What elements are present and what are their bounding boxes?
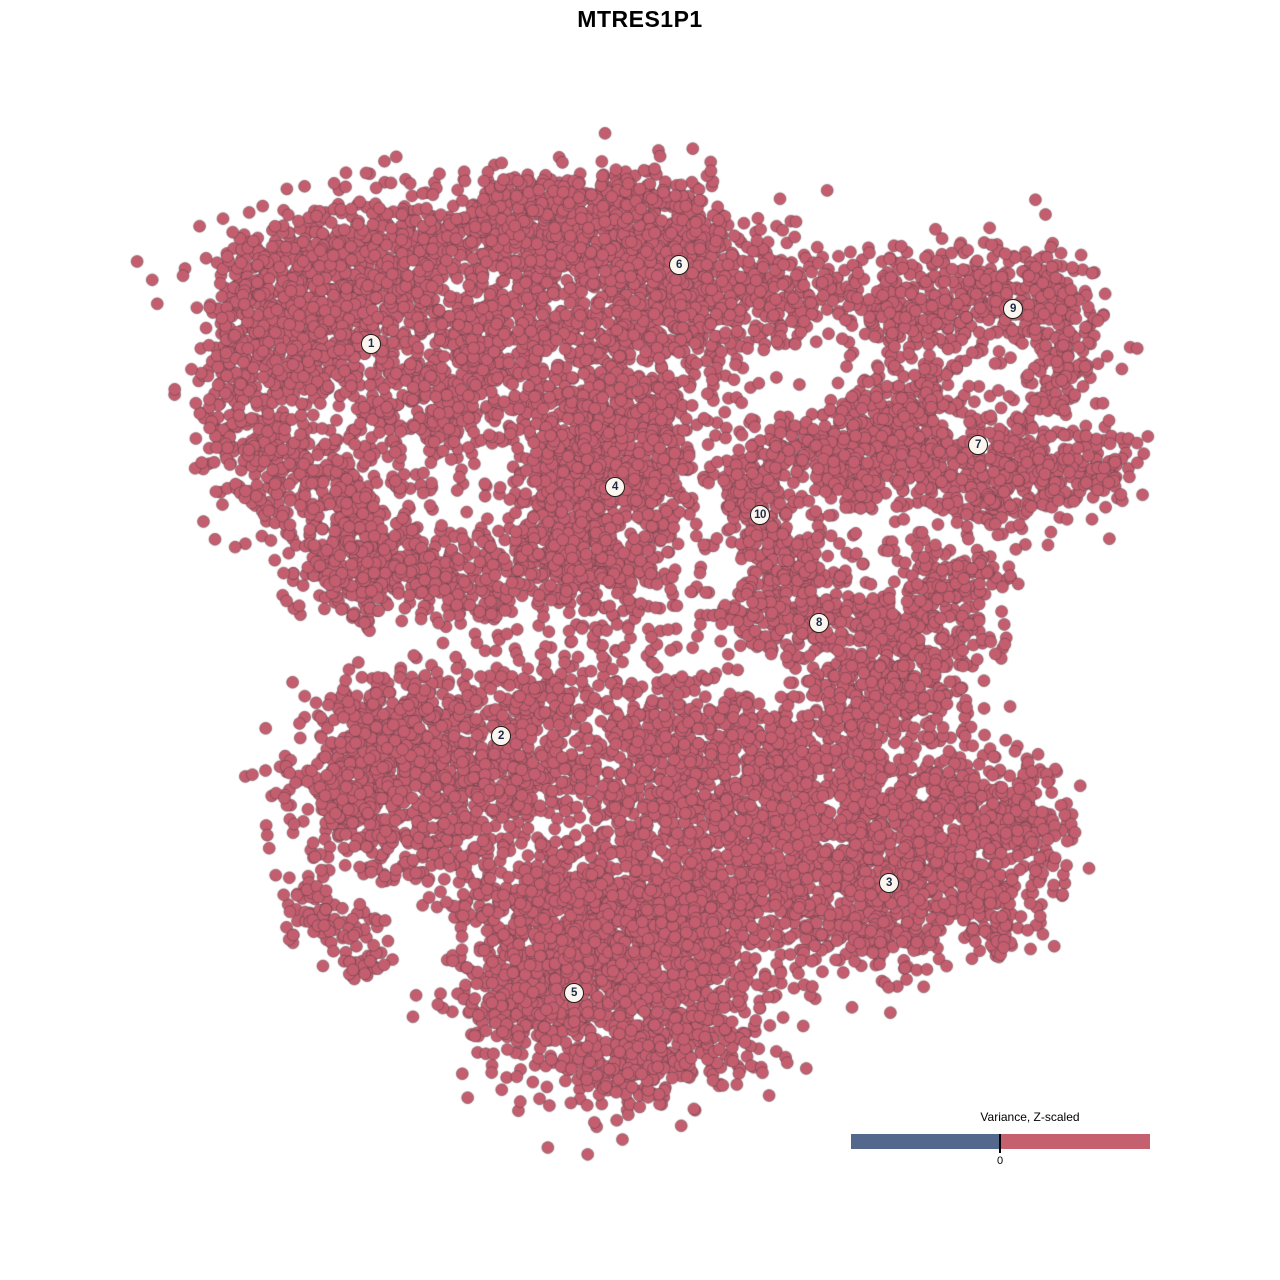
cluster-label-6: 6	[669, 255, 689, 275]
cluster-label-5: 5	[564, 983, 584, 1003]
cluster-label-4: 4	[605, 477, 625, 497]
cluster-label-3: 3	[879, 873, 899, 893]
cluster-label-10: 10	[750, 505, 770, 525]
cluster-label-1: 1	[361, 334, 381, 354]
cluster-label-7: 7	[968, 435, 988, 455]
cluster-label-9: 9	[1003, 299, 1023, 319]
chart-title: MTRES1P1	[577, 6, 703, 32]
cluster-label-8: 8	[809, 613, 829, 633]
cluster-label-2: 2	[491, 726, 511, 746]
